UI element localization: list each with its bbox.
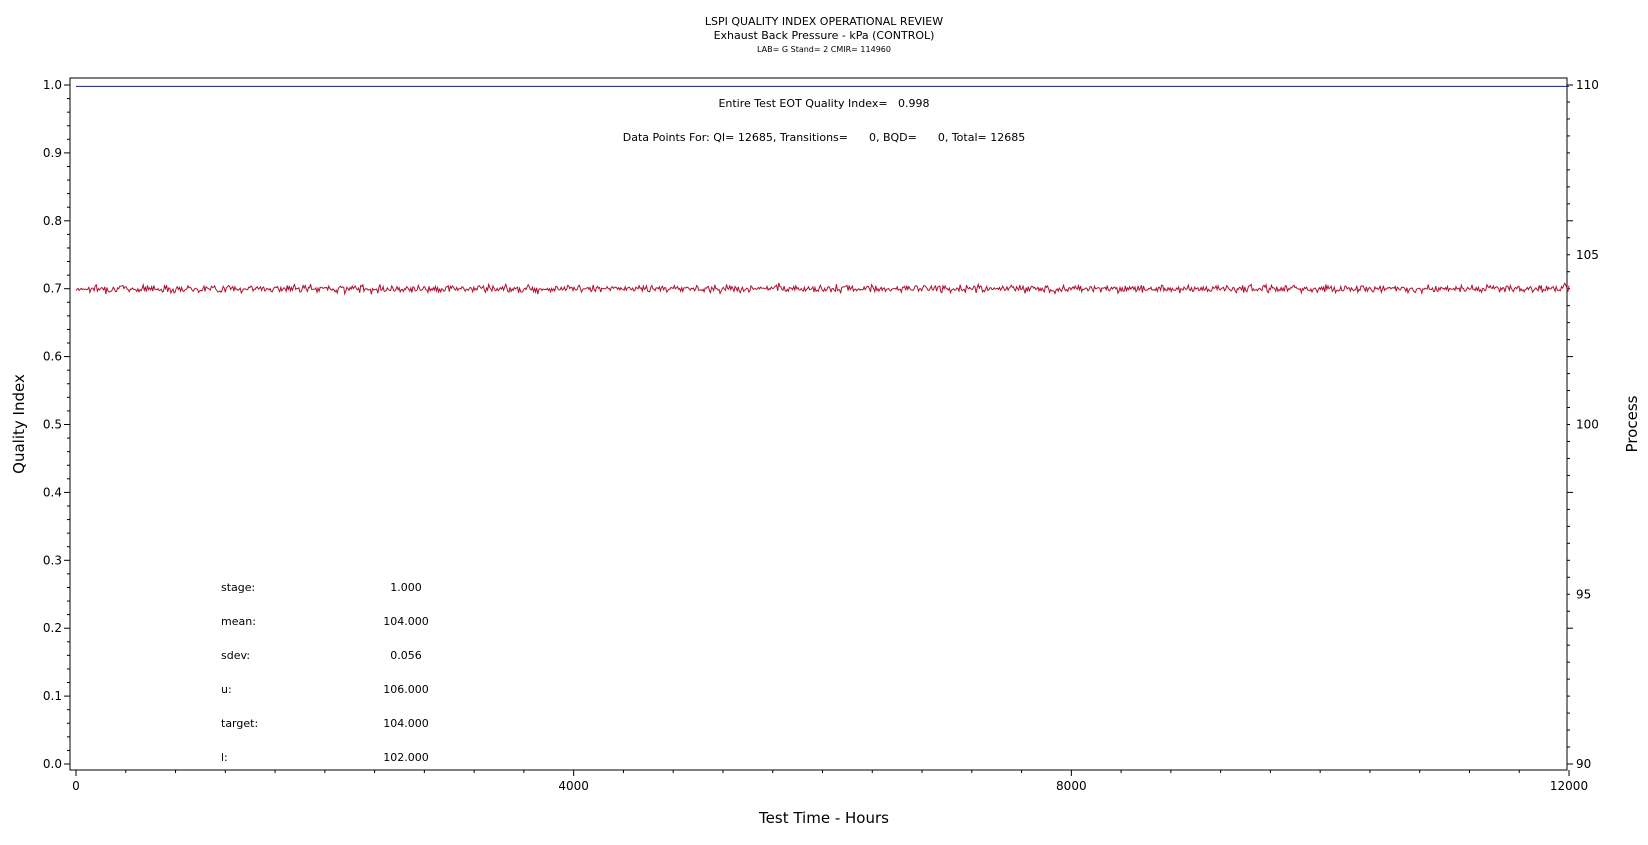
y-tick-label: 0.0: [43, 757, 62, 771]
y-tick-label: 0.9: [43, 146, 62, 160]
x-axis: 0 4000 8000 12000: [72, 770, 1588, 793]
x-tick-label: 8000: [1056, 779, 1087, 793]
y2-tick-label: 105: [1576, 248, 1599, 262]
y-axis-label: Quality Index: [10, 374, 28, 474]
chart-subtitle-2: LAB= G Stand= 2 CMIR= 114960: [757, 45, 891, 54]
y-tick-label: 0.8: [43, 214, 62, 228]
y2-tick-label: 90: [1576, 757, 1591, 771]
stat-label: sdev:: [221, 649, 250, 662]
y-tick-label: 0.2: [43, 621, 62, 635]
y2-axis-label: Process: [1623, 395, 1641, 452]
stat-label: l:: [221, 751, 228, 764]
y-tick-label: 0.6: [43, 350, 62, 364]
y-tick-label: 0.3: [43, 553, 62, 567]
stat-value: 104.000: [383, 717, 429, 730]
chart-subtitle: Exhaust Back Pressure - kPa (CONTROL): [714, 29, 935, 42]
stat-value: 0.056: [390, 649, 422, 662]
y2-tick-label: 110: [1576, 78, 1599, 92]
stat-label: u:: [221, 683, 232, 696]
stat-label: mean:: [221, 615, 256, 628]
y-tick-label: 0.7: [43, 282, 62, 296]
y-tick-label: 1.0: [43, 78, 62, 92]
y-axis-right: 90 95 100 105 110: [1567, 78, 1599, 771]
process-line: [75, 282, 1570, 296]
series-layer: [75, 85, 1570, 296]
stats-block: stage: 1.000 mean: 104.000 sdev: 0.056 u: 106.0…: [221, 581, 429, 764]
x-tick-label: 0: [72, 779, 80, 793]
y2-tick-label: 95: [1576, 587, 1591, 601]
eot-quality-annotation: Entire Test EOT Quality Index= 0.998: [718, 97, 929, 110]
y-tick-label: 0.1: [43, 689, 62, 703]
stat-value: 1.000: [390, 581, 422, 594]
y-axis-left: 0.0 0.1 0.2 0.3 0.4 0.5 0.6 0.7 0.8 0.9 1.0: [43, 78, 70, 771]
stat-value: 102.000: [383, 751, 429, 764]
y-tick-label: 0.4: [43, 485, 62, 499]
stat-label: stage:: [221, 581, 255, 594]
x-tick-label: 12000: [1550, 779, 1588, 793]
stat-label: target:: [221, 717, 258, 730]
stat-value: 104.000: [383, 615, 429, 628]
x-tick-label: 4000: [558, 779, 589, 793]
data-points-annotation: Data Points For: QI= 12685, Transitions=…: [623, 131, 1025, 144]
stat-value: 106.000: [383, 683, 429, 696]
y2-tick-label: 100: [1576, 418, 1599, 432]
x-axis-label: Test Time - Hours: [758, 809, 889, 827]
chart-title: LSPI QUALITY INDEX OPERATIONAL REVIEW: [705, 15, 943, 28]
y-tick-label: 0.5: [43, 418, 62, 432]
plot-frame: [69, 77, 1568, 771]
